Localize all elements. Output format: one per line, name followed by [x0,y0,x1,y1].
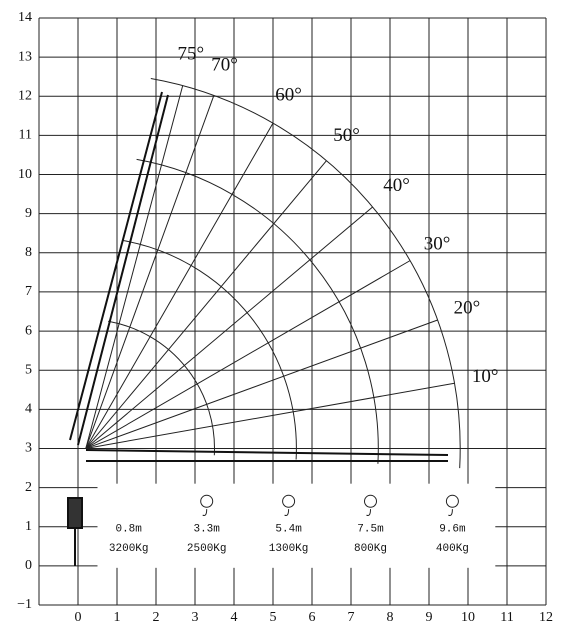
load-table-bg [97,483,496,568]
hook-icon [448,509,453,516]
radius-arc [108,320,215,456]
y-tick-label: 5 [25,362,32,377]
radius-arc [150,78,461,469]
x-tick-label: 2 [153,610,160,625]
angle-line [85,260,411,449]
x-tick-label: 5 [270,610,277,625]
load-weight: 2500Kg [187,543,227,555]
y-tick-label: 10 [18,167,32,182]
y-tick-label: 2 [25,480,32,495]
x-tick-label: 9 [426,610,433,625]
arcs [85,78,461,469]
angle-line [85,206,373,449]
boom [67,91,449,566]
angle-line [85,122,274,449]
x-tick-label: 0 [75,610,82,625]
angle-label: 10° [472,366,499,387]
angle-label: 30° [424,233,451,254]
hook-icon [445,494,459,508]
x-tick-label: 11 [500,610,513,625]
hook-icon [366,509,371,516]
y-tick-label: 3 [25,441,32,456]
x-tick-label: 12 [539,610,553,625]
load-radius: 3.3m [193,524,220,536]
load-radius: 0.8m [115,524,142,536]
hook-icon [284,509,290,516]
angle-line [85,85,184,449]
angle-label: 50° [333,125,360,146]
y-tick-label: 13 [18,49,32,64]
y-tick-label: 4 [25,402,32,417]
angle-line [85,95,215,449]
y-tick-label: 6 [25,323,32,338]
angle-label: 40° [383,175,410,196]
x-tick-label: 4 [231,610,238,625]
crane-base [67,497,83,529]
x-tick-label: 10 [461,610,475,625]
load-radius: 7.5m [357,524,384,536]
load-weight: 1300Kg [269,543,309,555]
angle-line [85,160,327,449]
y-tick-label: 14 [18,10,32,25]
hook-icon [364,494,377,508]
grid [38,17,547,606]
y-tick-label: 11 [19,128,32,143]
boom-horizontal [85,449,449,456]
y-tick-label: 8 [25,245,32,260]
angle-line [85,319,438,449]
angle-label: 20° [454,298,481,319]
labels: 0 1 2 3 4 5 6 7 8 9 10 11 12−1012345678910111213140.… [17,10,553,625]
boom-raised [77,94,169,446]
radius-arc [136,158,379,464]
y-tick-label: 12 [18,88,32,103]
radius-arc [122,239,297,460]
load-weight: 400Kg [436,543,469,555]
load-radius: 5.4m [275,524,302,536]
angle-label: 60° [275,84,302,105]
y-tick-label: −1 [17,597,32,612]
y-tick-label: 7 [25,284,32,299]
y-tick-label: 9 [25,206,32,221]
hook-icon [202,509,208,516]
load-weight: 800Kg [354,543,387,555]
y-tick-label: 1 [25,519,32,534]
hook-icon [282,494,296,508]
x-tick-label: 7 [348,610,355,625]
angle-line [85,382,455,449]
boom-raised [69,91,163,441]
x-tick-label: 6 [309,610,316,625]
angle-label: 70° [211,54,238,75]
x-tick-label: 3 [192,610,199,625]
load-radius: 9.6m [439,524,466,536]
hook-icon [200,494,214,508]
y-tick-label: 0 [25,558,32,573]
angle-label: 75° [177,44,204,65]
load-weight: 3200Kg [109,543,149,555]
x-tick-label: 1 [114,610,121,625]
x-tick-label: 8 [387,610,394,625]
